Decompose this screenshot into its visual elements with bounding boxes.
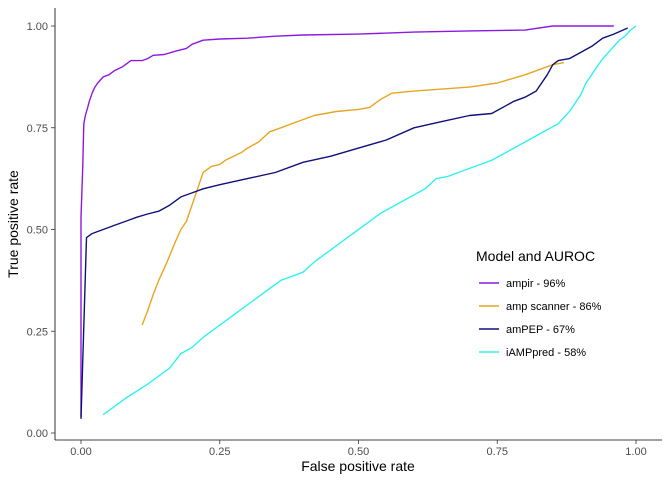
y-tick-label: 0.25	[27, 326, 48, 338]
legend-label-3: amPEP - 67%	[506, 324, 575, 336]
x-tick-label: 1.00	[625, 446, 646, 458]
y-tick-label: 1.00	[27, 21, 48, 33]
legend-label-2: amp scanner - 86%	[506, 301, 602, 313]
legend-title: Model and AUROC	[476, 248, 595, 264]
x-ticks: 0.00 0.25 0.50 0.75 1.00	[70, 440, 647, 458]
y-tick-label: 0.00	[27, 428, 48, 440]
series-line-4	[102, 25, 637, 416]
legend-label-4: iAMPpred - 58%	[506, 347, 586, 359]
y-ticks: 0.00 0.25 0.50 0.75 1.00	[27, 21, 55, 440]
x-tick-label: 0.50	[348, 446, 369, 458]
legend: Model and AUROC ampir - 96% amp scanner -…	[476, 248, 602, 359]
axes: 0.00 0.25 0.50 0.75 1.00 0.00 0.25 0.50 0.75 1.0…	[27, 8, 662, 458]
x-tick-label: 0.75	[487, 446, 508, 458]
y-axis-title: True positive rate	[5, 170, 21, 278]
legend-items: ampir - 96% amp scanner - 86% amPEP - 67% i…	[479, 278, 602, 359]
x-tick-label: 0.00	[70, 446, 91, 458]
x-axis-title: False positive rate	[301, 458, 415, 474]
series-line-1	[80, 25, 614, 417]
y-tick-label: 0.50	[27, 225, 48, 237]
series-line-2	[141, 61, 565, 326]
series-line-3	[80, 27, 628, 419]
x-tick-label: 0.25	[209, 446, 230, 458]
y-tick-label: 0.75	[27, 123, 48, 135]
series-layer	[80, 25, 637, 419]
legend-label-1: ampir - 96%	[506, 278, 566, 290]
